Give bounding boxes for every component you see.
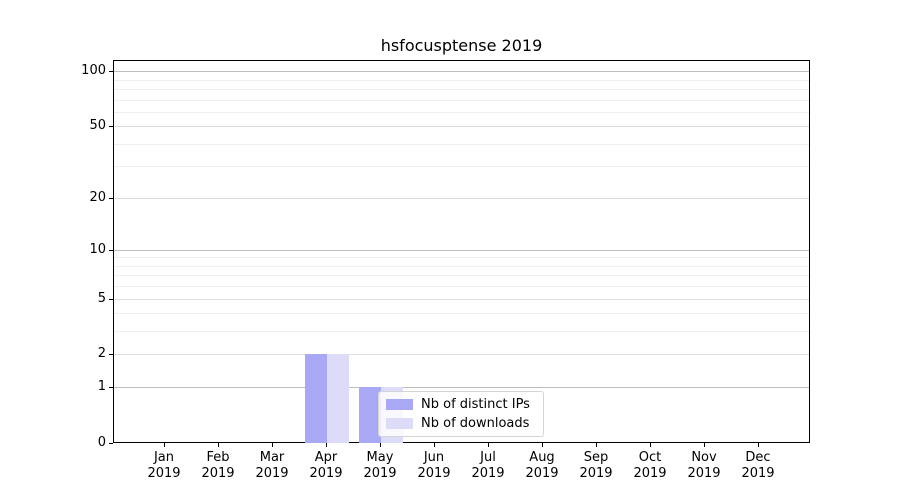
y-tick-label: 2 (97, 346, 106, 362)
gridline (114, 71, 809, 73)
gridline (114, 99, 809, 101)
gridline (114, 126, 809, 128)
legend-item-downloads: Nb of downloads (386, 416, 536, 431)
gridline (114, 111, 809, 113)
legend-swatch-distinct-ips (386, 399, 413, 410)
y-tick-mark (109, 71, 113, 73)
y-tick-mark (109, 249, 113, 251)
x-tick-mark (488, 443, 489, 447)
gridline (114, 387, 809, 389)
x-tick-label: Nov 2019 (687, 450, 721, 481)
x-tick-mark (704, 443, 705, 447)
gridline (114, 257, 809, 259)
x-tick-label: Dec 2019 (741, 450, 775, 481)
y-tick-label: 5 (97, 290, 106, 306)
x-tick-mark (380, 443, 381, 447)
x-tick-mark (272, 443, 273, 447)
x-tick-label: May 2019 (363, 450, 397, 481)
x-tick-mark (218, 443, 219, 447)
bar-distinct-ips (359, 387, 381, 443)
gridline (114, 197, 809, 199)
x-tick-mark (596, 443, 597, 447)
gridline (114, 249, 809, 251)
gridline (114, 265, 809, 267)
y-tick-label: 50 (89, 118, 106, 134)
x-tick-label: Aug 2019 (525, 450, 559, 481)
y-tick-label: 100 (81, 63, 106, 79)
gridline (114, 298, 809, 300)
legend: Nb of distinct IPs Nb of downloads (378, 391, 544, 437)
legend-item-distinct-ips: Nb of distinct IPs (386, 397, 536, 412)
y-tick-label: 0 (97, 435, 106, 450)
gridline (114, 331, 809, 333)
x-tick-label: Jun 2019 (417, 450, 451, 481)
chart-title: hsfocusptense 2019 (380, 36, 543, 55)
x-tick-mark (326, 443, 327, 447)
gridline (114, 354, 809, 356)
y-tick-mark (109, 126, 113, 128)
x-tick-label: Feb 2019 (201, 450, 235, 481)
x-tick-label: Mar 2019 (255, 450, 289, 481)
legend-swatch-downloads (386, 418, 413, 429)
y-tick-label: 10 (89, 241, 106, 257)
gridline (114, 79, 809, 81)
y-tick-label: 20 (89, 189, 106, 205)
x-tick-mark (650, 443, 651, 447)
gridline (114, 313, 809, 315)
gridline (114, 166, 809, 168)
y-tick-mark (109, 387, 113, 389)
x-tick-mark (758, 443, 759, 447)
y-tick-mark (109, 197, 113, 199)
x-tick-label: Jan 2019 (147, 450, 181, 481)
gridline (114, 88, 809, 90)
gridline (114, 275, 809, 277)
x-tick-mark (434, 443, 435, 447)
y-tick-mark (109, 443, 113, 444)
x-tick-label: Oct 2019 (633, 450, 667, 481)
x-tick-label: Sep 2019 (579, 450, 613, 481)
bar-downloads (327, 354, 349, 443)
y-tick-mark (109, 354, 113, 356)
bar-distinct-ips (305, 354, 327, 443)
x-tick-label: Jul 2019 (471, 450, 505, 481)
gridline (114, 286, 809, 288)
x-tick-mark (542, 443, 543, 447)
x-tick-mark (164, 443, 165, 447)
y-tick-mark (109, 298, 113, 300)
legend-label-downloads: Nb of downloads (421, 416, 530, 431)
legend-label-distinct-ips: Nb of distinct IPs (421, 397, 530, 412)
plot-area (113, 60, 810, 443)
x-tick-label: Apr 2019 (309, 450, 343, 481)
gridline (114, 143, 809, 145)
y-tick-label: 1 (97, 379, 106, 395)
